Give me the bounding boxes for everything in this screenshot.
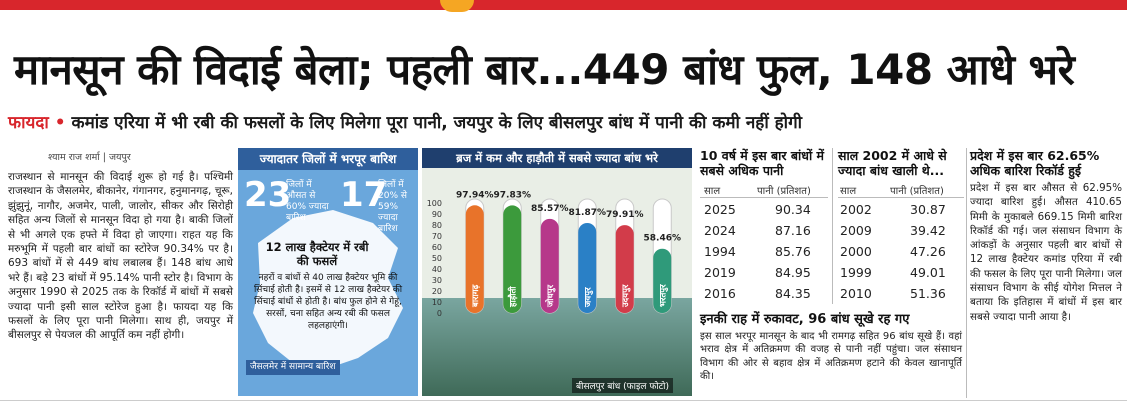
bar xyxy=(465,205,484,313)
dam-fill-chart-panel: 0 10 20 30 40 50 60 70 80 90 100 97.94% बारागढ़ 97.8… xyxy=(422,148,692,396)
bottom-story-body: इस साल भरपूर मानसून के बाद भी रामगढ़ सहि… xyxy=(700,331,962,382)
table1-divider xyxy=(700,197,828,198)
photo-caption: बीसलपुर बांध (फाइल फोटो) xyxy=(572,378,673,393)
right-column-title: प्रदेश में इस बार 62.65% अधिक बारिश रिकॉ… xyxy=(970,148,1100,178)
right-column-divider xyxy=(966,148,967,398)
bar-category-label: जोधपुर xyxy=(545,284,556,308)
table1-row-value: 87.16 xyxy=(775,223,811,238)
right-column-body: प्रदेश में इस बार औसत से 62.95% ज्यादा ब… xyxy=(970,182,1122,323)
table2-row-year: 2002 xyxy=(840,202,872,217)
y-tick-label: 90 xyxy=(432,210,442,219)
table1-row-year: 2016 xyxy=(704,286,736,301)
map-right-number: 17 xyxy=(340,175,388,215)
table1-row-year: 2019 xyxy=(704,265,736,280)
table1-row-value: 90.34 xyxy=(775,202,811,217)
sun-decoration-icon xyxy=(440,0,474,12)
bottom-story-title: इनकी राह में रुकावट, 96 बांध सूखे रह गए xyxy=(700,312,910,327)
map-label-rabi: 12 लाख हैक्टेयर में रबी की फसलें xyxy=(265,240,369,268)
rajasthan-map-icon xyxy=(253,210,403,370)
map-jaisalmer-note: जैसलमेर में सामान्य बारिश xyxy=(246,360,340,375)
table2-row-year: 1999 xyxy=(840,265,872,280)
y-tick-label: 20 xyxy=(432,287,442,296)
bar xyxy=(615,225,634,313)
y-tick-label: 30 xyxy=(432,276,442,285)
map-left-text: जिलों में औसत से 60% ज्यादा बारिश xyxy=(286,180,329,223)
table2-col-value: पानी (प्रतिशत) xyxy=(890,186,944,197)
bar-category-label: बारागढ़ xyxy=(471,283,481,308)
byline: श्याम राज शर्मा | जयपुर xyxy=(48,152,131,163)
bar-value-label: 79.91% xyxy=(606,210,644,220)
table1-title: 10 वर्ष में इस बार बांधों में सबसे अधिक … xyxy=(700,148,825,178)
table2-divider xyxy=(838,197,964,198)
subheadline-tag: फायदा xyxy=(8,113,49,133)
y-tick-label: 0 xyxy=(437,309,442,318)
table2-title: साल 2002 में आधे से ज्यादा बांध खाली थे.… xyxy=(838,148,947,178)
table1-row-year: 2025 xyxy=(704,202,736,217)
y-tick-label: 50 xyxy=(432,254,442,263)
table2-row-value: 30.87 xyxy=(910,202,946,217)
table2-row-year: 2000 xyxy=(840,244,872,259)
table2-col-year: साल xyxy=(840,186,857,197)
column-divider xyxy=(832,148,833,304)
chart-title: ब्रज में कम और हाड़ौती में सबसे ज्यादा ब… xyxy=(422,148,692,168)
table1-row-value: 84.95 xyxy=(775,265,811,280)
bar xyxy=(503,205,522,313)
map-title: ज्यादातर जिलों में भरपूर बारिश xyxy=(238,148,418,170)
map-left-number: 23 xyxy=(244,175,292,215)
y-tick-label: 70 xyxy=(432,232,442,241)
bar-category-label: भरतपुर xyxy=(658,284,668,307)
subheadline: फायदा • कमांड एरिया में भी रबी की फसलों … xyxy=(8,108,1118,138)
top-color-bar xyxy=(0,0,1127,10)
story-column-main: राजस्थान से मानसून की विदाई शुरू हो गई ह… xyxy=(8,171,233,342)
table1-col-year: साल xyxy=(704,186,721,197)
bar-value-label: 58.46% xyxy=(644,234,682,244)
bullet-dot-icon: • xyxy=(54,113,72,133)
map-right-text: जिलों में 20% से 59% ज्यादा बारिश xyxy=(378,180,407,234)
bar xyxy=(653,248,672,313)
bar-category-label: हाड़ौती xyxy=(507,286,518,308)
table2-row-value: 47.26 xyxy=(910,244,946,259)
table2-row-year: 2010 xyxy=(840,286,872,301)
bar-value-label: 81.87% xyxy=(569,208,607,218)
table1-col-value: पानी (प्रतिशत) xyxy=(757,186,811,197)
table1-row-value: 85.76 xyxy=(775,244,811,259)
y-tick-label: 80 xyxy=(432,221,442,230)
bar-category-label: उदयपुर xyxy=(621,284,631,308)
table2-row-value: 49.01 xyxy=(910,265,946,280)
bar-value-label: 85.57% xyxy=(531,204,569,214)
bar-value-label: 97.83% xyxy=(494,190,532,200)
headline: मानसून की विदाई बेला; पहली बार...449 बां… xyxy=(14,45,1075,94)
table2-row-value: 39.42 xyxy=(910,223,946,238)
subheadline-text: कमांड एरिया में भी रबी की फसलों के लिए म… xyxy=(71,113,803,133)
y-tick-label: 10 xyxy=(432,298,442,307)
bar xyxy=(578,222,597,313)
table1-row-value: 84.35 xyxy=(775,286,811,301)
bar-category-label: जयपुर xyxy=(583,287,593,308)
rainfall-map-panel: ज्यादातर जिलों में भरपूर बारिश 23 जिलों … xyxy=(238,148,418,396)
table2-row-value: 51.36 xyxy=(910,286,946,301)
map-label-irrigation: नहरों व बांधों से 40 लाख हैक्टेयर भूमि क… xyxy=(253,273,403,331)
dam-fill-bar-chart: 0 10 20 30 40 50 60 70 80 90 100 97.94% बारागढ़ 97.8… xyxy=(422,190,692,396)
table1-row-year: 1994 xyxy=(704,244,736,259)
y-tick-label: 100 xyxy=(427,199,442,208)
bottom-strip xyxy=(0,400,1127,408)
bar-value-label: 97.94% xyxy=(456,190,494,200)
table1-row-year: 2024 xyxy=(704,223,736,238)
bar xyxy=(540,218,559,313)
y-tick-label: 60 xyxy=(432,243,442,252)
y-tick-label: 40 xyxy=(432,265,442,274)
table2-row-year: 2009 xyxy=(840,223,872,238)
